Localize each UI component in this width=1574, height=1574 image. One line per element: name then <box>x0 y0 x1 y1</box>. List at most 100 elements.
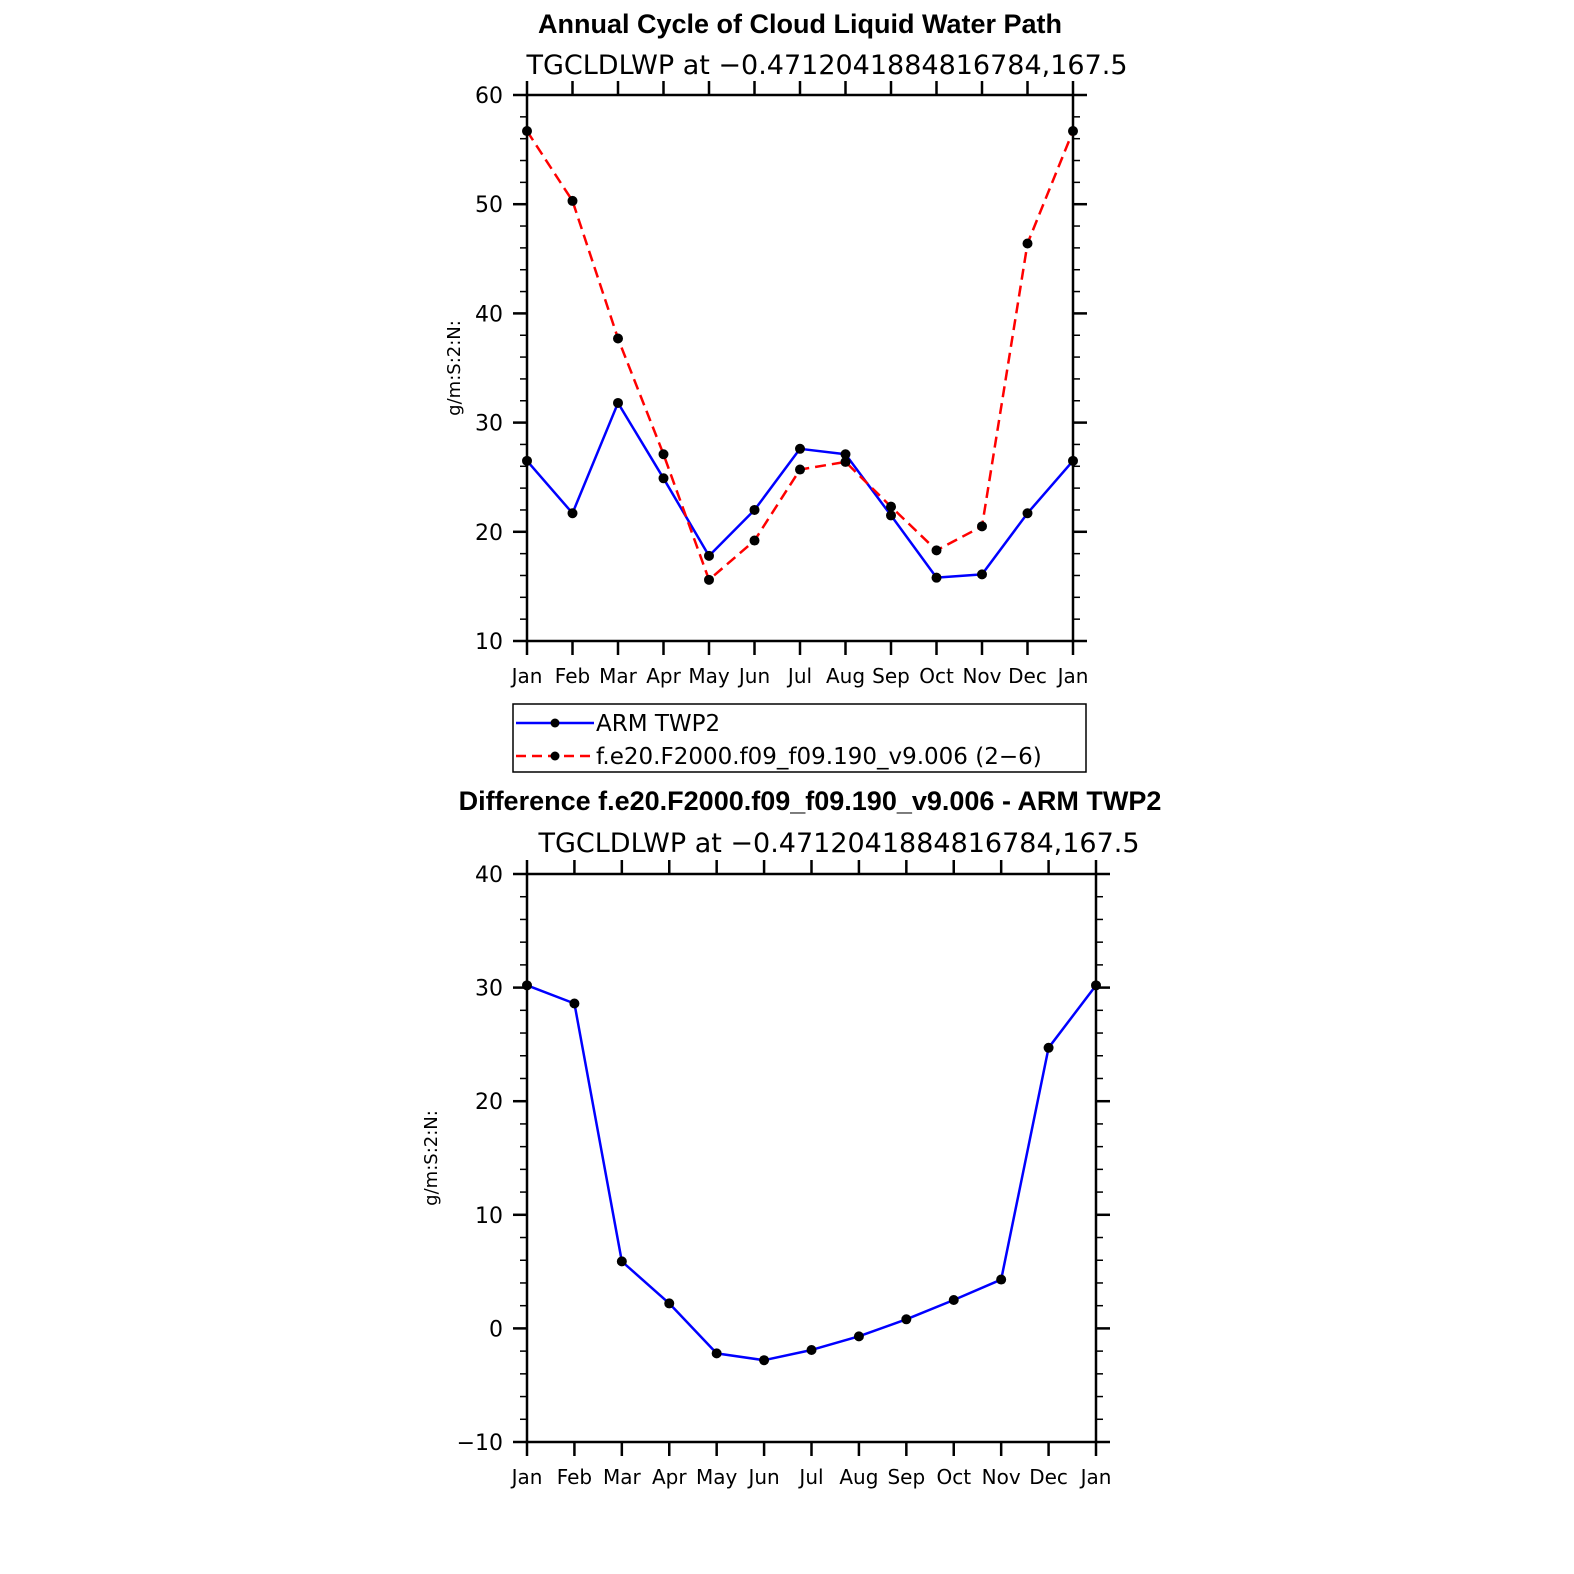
x-tick-label: Jan <box>1056 664 1089 688</box>
data-point <box>795 464 805 475</box>
data-point <box>996 1274 1007 1285</box>
y-tick-label: 40 <box>475 863 503 888</box>
data-point <box>886 501 896 512</box>
data-point <box>931 545 942 556</box>
data-point <box>616 1256 627 1267</box>
x-tick-label: Nov <box>982 1465 1021 1489</box>
y-tick-label: 20 <box>475 1090 503 1115</box>
data-point <box>977 569 987 580</box>
legend-label-arm: ARM TWP2 <box>596 711 720 737</box>
x-tick-label: Jan <box>510 1465 543 1489</box>
data-point <box>749 504 760 515</box>
data-point <box>840 456 851 467</box>
data-point <box>1068 126 1078 137</box>
difference-chart: Difference f.e20.F2000.f09_f09.190_v9.00… <box>421 786 1161 1489</box>
y-tick-label: 0 <box>489 1317 503 1342</box>
data-point <box>613 397 623 408</box>
data-point <box>567 508 578 519</box>
y-tick-label: 10 <box>475 1204 503 1229</box>
plot-area: −10 0 10 20 30 40 Jan Feb Mar Apr May Jun Jul Aug Sep O… <box>457 860 1112 1489</box>
data-point <box>658 449 669 460</box>
x-tick-label: Mar <box>599 664 638 688</box>
data-point <box>1091 980 1101 991</box>
plot-area: 10 20 30 40 50 60 Jan Feb Mar Apr May Jun Jul Aug Sep O… <box>475 81 1088 688</box>
annual-cycle-chart: Annual Cycle of Cloud Liquid Water Path … <box>444 9 1128 773</box>
chart-title: Annual Cycle of Cloud Liquid Water Path <box>538 9 1062 39</box>
legend-entry-arm: ARM TWP2 <box>516 711 720 737</box>
series-line-1 <box>525 130 1075 582</box>
x-tick-label: Sep <box>887 1465 925 1489</box>
data-point <box>886 510 896 521</box>
y-tick-label: 20 <box>475 521 503 546</box>
data-point <box>1022 238 1033 249</box>
data-point <box>806 1344 817 1355</box>
chart-title: Difference f.e20.F2000.f09_f09.190_v9.00… <box>459 786 1162 816</box>
legend-entry-model: f.e20.F2000.f09_f09.190_v9.006 (2−6) <box>516 744 1042 770</box>
y-tick-label: 50 <box>475 193 503 218</box>
legend-marker-arm <box>550 718 560 728</box>
chart-subtitle: TGCLDLWP at −0.4712041884816784,167.5 <box>537 828 1139 859</box>
data-point <box>567 195 578 206</box>
x-tick-label: Aug <box>826 664 865 688</box>
data-point <box>759 1355 770 1366</box>
y-axis-label: g/m:S:2:N: <box>421 1110 442 1206</box>
y-tick-label: 30 <box>475 412 503 437</box>
series-line-0 <box>526 401 1074 579</box>
plot-frame <box>525 93 1075 643</box>
legend-marker-model <box>550 751 560 761</box>
x-tick-label: Aug <box>839 1465 878 1489</box>
x-tick-label: Sep <box>872 664 910 688</box>
x-tick-label: Jul <box>797 1465 823 1489</box>
data-point <box>658 473 669 484</box>
data-point <box>704 574 714 585</box>
data-point <box>1068 455 1078 466</box>
legend-label-model: f.e20.F2000.f09_f09.190_v9.006 (2−6) <box>596 744 1042 770</box>
x-tick-label: Dec <box>1008 664 1047 688</box>
y-tick-label: 40 <box>475 302 503 327</box>
data-point <box>664 1298 675 1309</box>
data-point <box>840 449 851 460</box>
x-tick-label: May <box>688 664 730 688</box>
data-point <box>711 1348 722 1359</box>
data-point <box>901 1314 912 1325</box>
x-tick-label: Jun <box>737 664 770 688</box>
x-tick-label: Feb <box>555 664 590 688</box>
x-tick-label: Feb <box>557 1465 592 1489</box>
x-tick-label: Oct <box>936 1465 971 1489</box>
data-point <box>749 535 760 546</box>
y-tick-label: 30 <box>475 977 503 1002</box>
x-tick-label: Apr <box>652 1465 687 1489</box>
data-point <box>795 443 805 454</box>
x-tick-label: Jan <box>510 664 543 688</box>
data-point <box>1043 1042 1054 1053</box>
data-point <box>522 126 532 137</box>
plot-frame <box>525 872 1098 1444</box>
chart-subtitle: TGCLDLWP at −0.4712041884816784,167.5 <box>525 50 1127 81</box>
y-axis-label: g/m:S:2:N: <box>444 320 465 416</box>
data-point <box>613 333 623 344</box>
x-tick-label: Oct <box>919 664 954 688</box>
y-tick-label: 10 <box>475 630 503 655</box>
x-tick-label: Apr <box>646 664 681 688</box>
data-point <box>977 521 987 532</box>
legend-box <box>512 703 1087 773</box>
x-tick-label: Jan <box>1079 1465 1112 1489</box>
x-tick-label: May <box>696 1465 738 1489</box>
data-point <box>704 550 714 561</box>
data-point <box>569 998 580 1009</box>
x-tick-label: Mar <box>603 1465 642 1489</box>
data-point <box>522 980 532 991</box>
data-point <box>948 1295 959 1305</box>
data-point <box>1022 508 1033 519</box>
legend: ARM TWP2 f.e20.F2000.f09_f09.190_v9.006 … <box>512 703 1087 773</box>
y-tick-label: −10 <box>457 1431 503 1456</box>
x-tick-label: Dec <box>1029 1465 1068 1489</box>
data-point <box>853 1331 864 1342</box>
x-tick-label: Jul <box>786 664 812 688</box>
data-point <box>522 455 532 466</box>
x-tick-label: Jun <box>746 1465 779 1489</box>
series-line-0 <box>526 984 1097 1362</box>
y-tick-label: 60 <box>475 84 503 109</box>
data-point <box>931 572 942 583</box>
